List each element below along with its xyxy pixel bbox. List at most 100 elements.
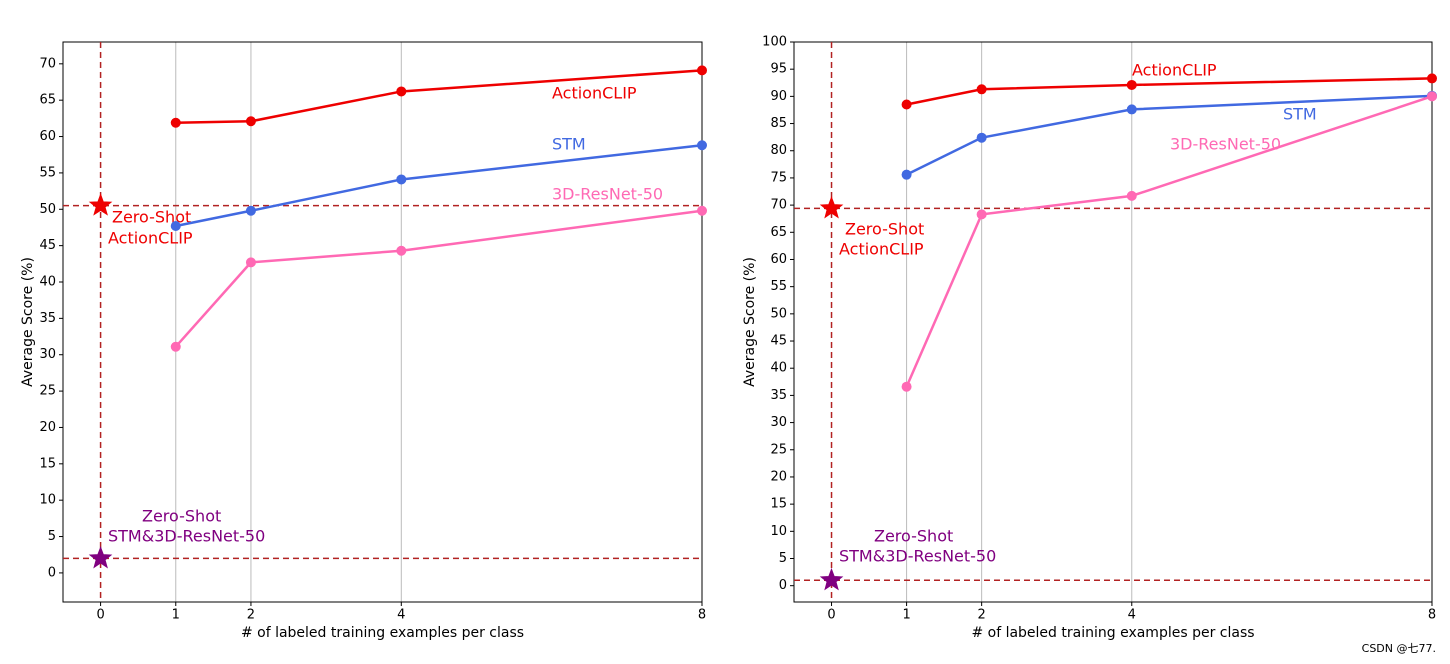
y-tick-label: 20 — [39, 420, 56, 435]
y-tick-label: 40 — [770, 361, 787, 376]
y-tick-label: 45 — [39, 238, 56, 253]
series-label: 3D-ResNet-50 — [552, 185, 663, 204]
series-line — [906, 94, 1433, 176]
x-tick-label: 4 — [1128, 608, 1136, 623]
series-label: ActionCLIP — [1132, 61, 1217, 80]
zero-shot-star — [88, 193, 113, 216]
series-label: ActionCLIP — [552, 84, 637, 103]
y-tick-label: 65 — [770, 225, 787, 240]
zero-shot-label: Zero-Shot — [112, 208, 191, 227]
y-tick-label: 35 — [39, 311, 56, 326]
point — [170, 221, 181, 231]
x-axis-label: # of labeled training examples per class — [241, 625, 524, 641]
point — [901, 381, 912, 392]
series-line — [905, 95, 1433, 388]
point — [697, 205, 707, 216]
series-line — [175, 69, 703, 124]
point — [976, 132, 987, 143]
y-tick-label: 40 — [39, 275, 56, 290]
y-tick-label: 70 — [770, 198, 787, 213]
point — [396, 86, 407, 97]
y-tick-label: 55 — [39, 165, 56, 180]
y-tick-label: 0 — [779, 578, 787, 593]
point — [1126, 190, 1137, 201]
y-tick-label: 85 — [770, 116, 787, 131]
x-tick-label: 1 — [172, 608, 180, 623]
y-tick-label: 45 — [770, 334, 787, 349]
point — [697, 140, 707, 151]
y-tick-label: 0 — [48, 565, 56, 580]
x-tick-label: 0 — [96, 608, 104, 623]
y-tick-label: 60 — [770, 252, 787, 267]
point — [697, 65, 707, 76]
y-tick-label: 25 — [39, 384, 56, 399]
y-tick-label: 100 — [762, 35, 787, 50]
y-tick-label: 50 — [39, 202, 56, 217]
zero-shot-label: STM&3D-ResNet-50 — [839, 547, 996, 566]
y-tick-label: 70 — [39, 56, 56, 71]
y-tick-label: 20 — [770, 469, 787, 484]
point — [245, 116, 256, 127]
y-tick-label: 65 — [39, 93, 56, 108]
y-tick-label: 10 — [770, 524, 787, 539]
plot-frame — [793, 41, 1433, 603]
series-line — [175, 144, 703, 228]
zero-shot-star — [819, 567, 844, 591]
x-tick-label: 8 — [1428, 608, 1436, 623]
y-tick-label: 90 — [770, 89, 787, 104]
zero-shot-label: Zero-Shot — [845, 220, 924, 239]
y-tick-label: 95 — [770, 62, 787, 77]
y-axis-label: Average Score (%) — [20, 257, 36, 387]
point — [170, 117, 181, 128]
point — [396, 174, 407, 185]
point — [976, 84, 987, 95]
y-tick-label: 5 — [48, 529, 56, 544]
zero-shot-star — [88, 545, 113, 569]
point — [901, 169, 912, 180]
watermark: CSDN @七77. — [1362, 642, 1436, 655]
zero-shot-label: ActionCLIP — [108, 229, 193, 248]
x-tick-label: 8 — [698, 608, 706, 623]
point — [1427, 91, 1437, 102]
y-tick-label: 30 — [770, 415, 787, 430]
x-tick-label: 1 — [902, 608, 910, 623]
x-axis-label: # of labeled training examples per class — [971, 625, 1254, 641]
x-tick-label: 2 — [247, 608, 255, 623]
x-tick-label: 2 — [978, 608, 986, 623]
y-tick-label: 80 — [770, 143, 787, 158]
series-label: 3D-ResNet-50 — [1170, 135, 1281, 154]
series-label: STM — [552, 135, 586, 154]
y-tick-label: 60 — [39, 129, 56, 144]
y-tick-label: 5 — [779, 551, 787, 566]
point — [245, 205, 256, 216]
point — [901, 99, 912, 110]
y-tick-label: 10 — [39, 493, 56, 508]
series-line — [174, 209, 703, 348]
y-tick-label: 75 — [770, 170, 787, 185]
y-axis-label: Average Score (%) — [742, 257, 758, 387]
zero-shot-label: STM&3D-ResNet-50 — [108, 527, 265, 546]
y-tick-label: 35 — [770, 388, 787, 403]
zero-shot-star — [819, 195, 844, 219]
y-tick-label: 15 — [39, 456, 56, 471]
y-tick-label: 15 — [770, 497, 787, 512]
y-tick-label: 50 — [770, 306, 787, 321]
zero-shot-label: Zero-Shot — [874, 527, 953, 546]
y-tick-label: 25 — [770, 442, 787, 457]
point — [170, 341, 181, 352]
point — [245, 257, 256, 268]
x-tick-label: 4 — [397, 608, 405, 623]
plot-frame — [62, 41, 703, 603]
x-tick-label: 0 — [827, 608, 835, 623]
point — [1126, 79, 1137, 90]
point — [976, 209, 987, 220]
point — [396, 245, 407, 256]
zero-shot-label: ActionCLIP — [839, 240, 924, 259]
point — [1126, 104, 1137, 115]
point — [1427, 73, 1437, 84]
series-label: STM — [1283, 105, 1317, 124]
y-tick-label: 55 — [770, 279, 787, 294]
y-tick-label: 30 — [39, 347, 56, 362]
series-line — [906, 77, 1433, 106]
